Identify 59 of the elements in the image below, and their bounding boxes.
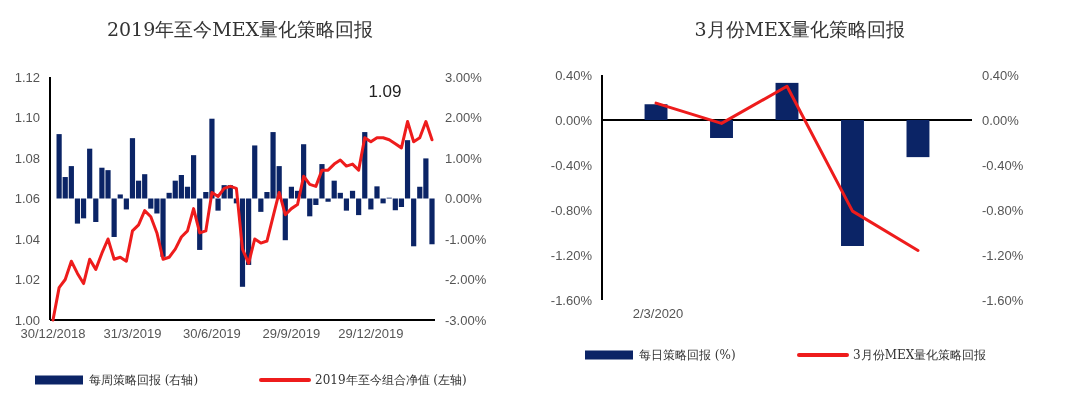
y-tick-label: -1.60% xyxy=(550,292,593,308)
y-tick-label: -0.80% xyxy=(550,202,593,218)
y2-tick-label: 0.40% xyxy=(982,67,1020,83)
annotation: 1.09 xyxy=(368,82,402,101)
bar xyxy=(258,198,264,212)
y2-tick-label: 1.00% xyxy=(445,150,483,166)
bar xyxy=(349,190,356,199)
bar xyxy=(906,120,930,158)
y2-tick-label: -1.00% xyxy=(445,231,487,247)
y2-tick-label: -2.00% xyxy=(445,272,487,287)
bar xyxy=(356,198,362,216)
y-tick-label: 1.00 xyxy=(14,312,40,328)
bar xyxy=(343,198,350,211)
y2-tick-label: -1.20% xyxy=(982,247,1024,263)
y-tick-label: 1.02 xyxy=(14,272,40,287)
line-series xyxy=(654,84,920,252)
legend-label: 3月份MEX量化策略回报 xyxy=(853,348,987,362)
x-tick-label: 31/3/2019 xyxy=(103,326,162,341)
y-tick-label: 0.40% xyxy=(555,67,593,83)
y-tick-label: -1.20% xyxy=(550,247,593,263)
chart-title: 2019年至今MEX量化策略回报 xyxy=(106,18,374,40)
y2-tick-label: -1.60% xyxy=(982,292,1024,308)
bar xyxy=(93,198,99,222)
y2-tick-label: -3.00% xyxy=(445,312,487,328)
bar xyxy=(325,198,331,202)
bar xyxy=(411,198,417,247)
bar xyxy=(429,198,435,245)
y2-tick-label: 3.00% xyxy=(445,69,483,85)
bar xyxy=(117,194,123,199)
y-tick-label: 1.12 xyxy=(14,69,40,85)
y2-tick-label: 0.00% xyxy=(982,112,1020,128)
y-tick-label: 1.10 xyxy=(14,110,40,125)
bar xyxy=(111,198,117,237)
x-tick-label: 29/12/2019 xyxy=(338,326,404,341)
bar xyxy=(644,104,668,120)
bar xyxy=(404,140,411,199)
y2-tick-label: 0.00% xyxy=(445,191,483,206)
x-tick-label: 30/6/2019 xyxy=(183,326,241,341)
y-tick-label: 1.04 xyxy=(14,231,40,247)
legend-label: 每周策略回报 (右轴) xyxy=(89,373,199,387)
chart-title: 3月份MEX量化策略回报 xyxy=(694,18,906,40)
x-tick-label: 30/12/2018 xyxy=(20,326,86,341)
y-tick-label: 1.08 xyxy=(14,150,40,166)
x-tick-label: 29/9/2019 xyxy=(262,326,321,341)
y2-tick-label: -0.80% xyxy=(982,202,1024,218)
bar xyxy=(374,186,380,199)
y-tick-label: 1.06 xyxy=(14,191,40,206)
legend-label: 每日策略回报 (%) xyxy=(639,348,736,362)
y-tick-label: -0.40% xyxy=(550,157,593,173)
legend-label: 2019年至今组合净值 (左轴) xyxy=(315,373,467,387)
y2-tick-label: 2.00% xyxy=(445,110,483,125)
bar xyxy=(380,198,386,204)
x-tick-label: 2/3/2020 xyxy=(632,306,684,321)
bar xyxy=(215,198,221,211)
y2-tick-label: -0.40% xyxy=(982,157,1024,173)
bar xyxy=(252,145,258,199)
bar xyxy=(841,120,864,246)
y-tick-label: 0.00% xyxy=(555,112,593,128)
bar xyxy=(87,148,93,199)
